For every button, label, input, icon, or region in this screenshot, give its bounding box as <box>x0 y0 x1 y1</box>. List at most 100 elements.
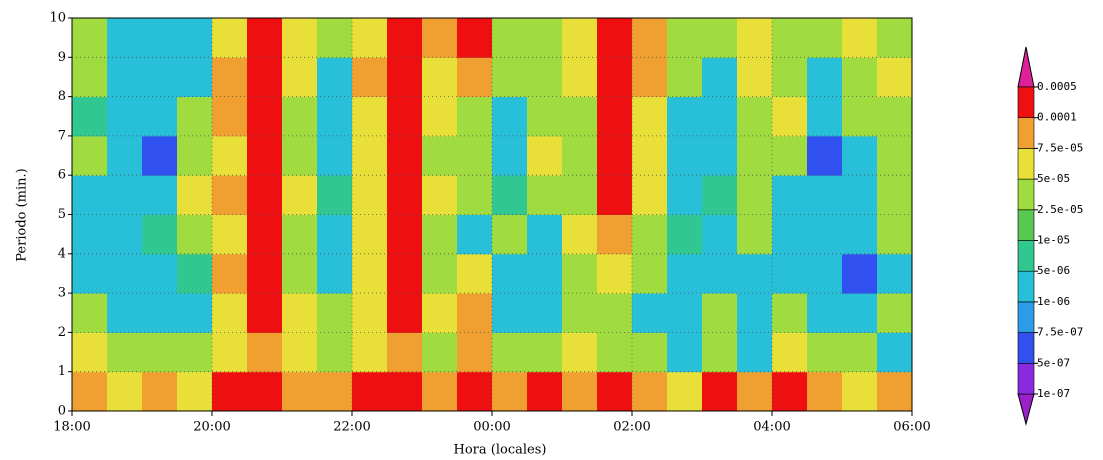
heatmap-cell <box>142 293 178 333</box>
x-tick-label: 00:00 <box>473 420 510 435</box>
heatmap-cell <box>702 371 738 412</box>
heatmap-cell <box>877 332 913 373</box>
heatmap-cell <box>72 293 108 333</box>
heatmap-cell <box>457 253 493 294</box>
colorbar-label: 0.0005 <box>1037 80 1077 93</box>
heatmap-cell <box>877 57 913 98</box>
heatmap-cell <box>597 96 633 137</box>
heatmap-cell <box>177 96 213 137</box>
heatmap-cell <box>422 214 458 255</box>
heatmap-cell <box>177 371 213 412</box>
heatmap-cell <box>177 332 213 373</box>
heatmap-cell <box>772 332 808 373</box>
colorbar-label: 5e-06 <box>1037 264 1070 277</box>
heatmap-cell <box>177 135 213 176</box>
heatmap-cell <box>247 332 283 373</box>
heatmap-cell <box>492 18 528 58</box>
y-axis-label: Periodo (min.) <box>15 168 30 261</box>
heatmap-cell <box>842 253 878 294</box>
heatmap-cell <box>842 214 878 255</box>
heatmap-cell <box>562 371 598 412</box>
heatmap-cell <box>842 371 878 412</box>
heatmap-cell <box>422 371 458 412</box>
heatmap-cell <box>247 293 283 333</box>
heatmap-cell <box>702 57 738 98</box>
heatmap-cell <box>842 96 878 137</box>
heatmap-cell <box>597 293 633 333</box>
heatmap-cell <box>562 293 598 333</box>
heatmap-cell <box>317 18 353 58</box>
heatmap-cell <box>317 214 353 255</box>
heatmap-cell <box>702 214 738 255</box>
heatmap-cell <box>457 214 493 255</box>
x-tick-label: 18:00 <box>53 420 90 435</box>
heatmap-cell <box>807 57 843 98</box>
x-tick-label: 06:00 <box>893 420 930 435</box>
heatmap-cell <box>702 293 738 333</box>
heatmap-cell <box>282 175 318 215</box>
heatmap-cell <box>107 371 143 412</box>
heatmap-cell <box>457 175 493 215</box>
heatmap-cell <box>737 332 773 373</box>
heatmap-cell <box>597 57 633 98</box>
heatmap-cell <box>107 175 143 215</box>
heatmap-cell <box>72 96 108 137</box>
heatmap-cell <box>527 293 563 333</box>
heatmap-cell <box>457 135 493 176</box>
heatmap-cell <box>807 332 843 373</box>
heatmap-cell <box>492 293 528 333</box>
heatmap-cell <box>877 253 913 294</box>
y-tick-label: 7 <box>58 128 66 143</box>
y-tick-label: 10 <box>49 11 66 26</box>
heatmap-cell <box>527 96 563 137</box>
heatmap-field <box>72 18 913 412</box>
heatmap-cell <box>317 332 353 373</box>
heatmap-cell <box>142 135 178 176</box>
heatmap-cell <box>282 57 318 98</box>
heatmap-cell <box>352 96 388 137</box>
y-tick-label: 2 <box>58 325 66 340</box>
heatmap-cell <box>72 371 108 412</box>
heatmap-cell <box>877 293 913 333</box>
heatmap-cell <box>632 57 668 98</box>
heatmap-cell <box>387 253 423 294</box>
heatmap-cell <box>737 293 773 333</box>
heatmap-cell <box>667 293 703 333</box>
heatmap-cell <box>632 18 668 58</box>
heatmap-cell <box>492 57 528 98</box>
colorbar-band <box>1017 86 1035 119</box>
heatmap-cell <box>737 175 773 215</box>
heatmap-cell <box>772 293 808 333</box>
heatmap-cell <box>632 96 668 137</box>
heatmap-cell <box>422 293 458 333</box>
heatmap-cell <box>142 214 178 255</box>
heatmap-cell <box>212 332 248 373</box>
heatmap-cell <box>632 293 668 333</box>
heatmap-cell <box>632 135 668 176</box>
heatmap-cell <box>387 96 423 137</box>
heatmap-cell <box>597 332 633 373</box>
x-axis-label: Hora (locales) <box>454 443 547 458</box>
heatmap-cell <box>317 57 353 98</box>
heatmap-cell <box>352 332 388 373</box>
heatmap-cell <box>597 214 633 255</box>
heatmap-cell <box>877 214 913 255</box>
heatmap-cell <box>247 96 283 137</box>
heatmap-cell <box>317 371 353 412</box>
heatmap-cell <box>282 135 318 176</box>
heatmap-cell <box>142 96 178 137</box>
heatmap-cell <box>352 293 388 333</box>
heatmap-cell <box>387 214 423 255</box>
colorbar-band <box>1017 332 1035 364</box>
heatmap-cell <box>562 332 598 373</box>
heatmap-cell <box>352 175 388 215</box>
heatmap-cell <box>212 57 248 98</box>
heatmap-cell <box>72 332 108 373</box>
heatmap-cell <box>212 214 248 255</box>
colorbar-band <box>1017 301 1035 333</box>
heatmap-cell <box>282 96 318 137</box>
heatmap-cell <box>212 175 248 215</box>
heatmap-cell <box>72 135 108 176</box>
y-tick-label: 4 <box>58 246 66 261</box>
heatmap-cell <box>457 96 493 137</box>
